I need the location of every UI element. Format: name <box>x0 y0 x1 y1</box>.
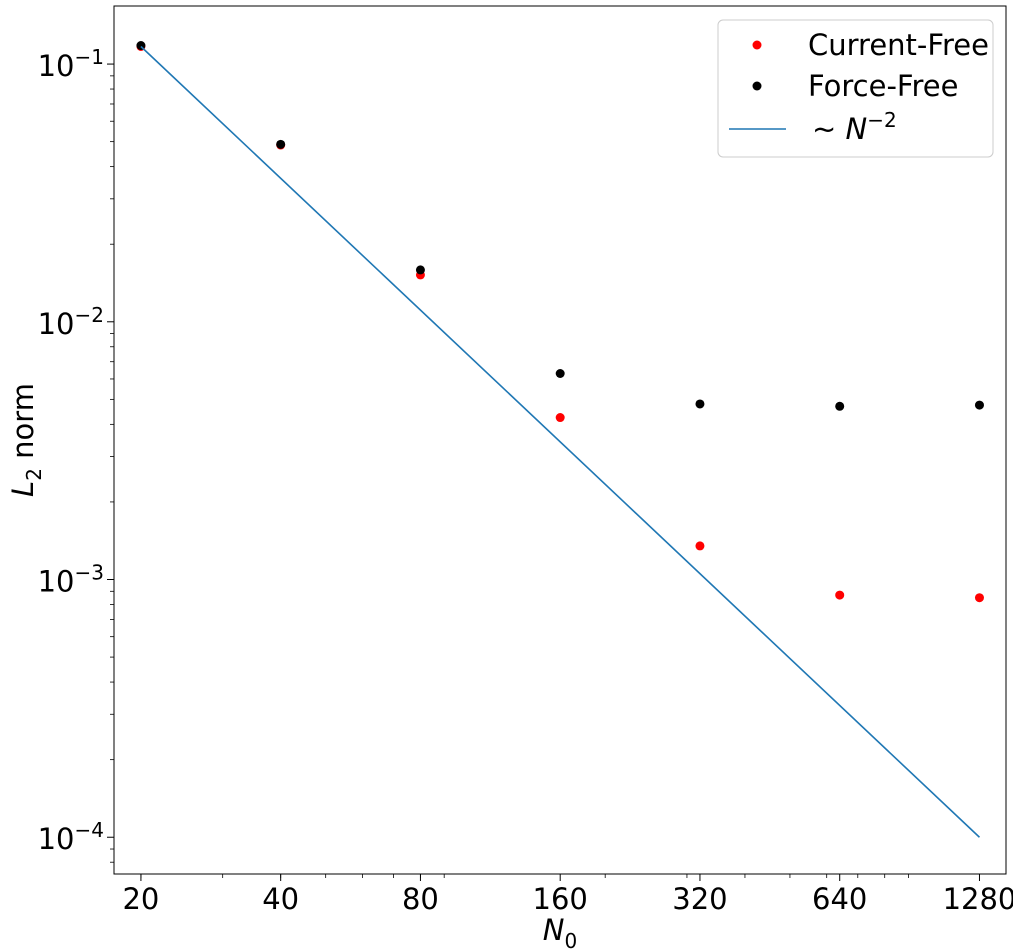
x-tick-label: 20 <box>122 882 159 916</box>
chart-marks <box>136 41 984 838</box>
line-n-minus-2 <box>140 45 981 838</box>
legend-box <box>717 19 994 158</box>
y-axis-label: L2 norm <box>6 383 46 497</box>
point-current-free <box>974 593 984 603</box>
legend-label-current-free: Current-Free <box>808 28 989 62</box>
x-tick-label: 320 <box>672 882 727 916</box>
legend: Current-Free Force-Free ~ N−2 <box>717 19 994 158</box>
legend-label-force-free: Force-Free <box>808 69 958 103</box>
point-force-free <box>835 401 845 411</box>
x-tick-label: 160 <box>533 882 588 916</box>
point-current-free <box>835 590 845 600</box>
point-current-free <box>555 413 565 423</box>
x-tick-label: 640 <box>812 882 867 916</box>
point-force-free <box>415 265 425 275</box>
x-axis-label: N0 <box>543 913 577 952</box>
legend-marker-current-free <box>752 40 762 50</box>
point-force-free <box>276 139 286 149</box>
legend-marker-force-free <box>752 81 762 91</box>
y-tick-label: 10−3 <box>38 561 104 599</box>
point-current-free <box>695 541 705 551</box>
x-tick-label: 1280 <box>943 882 1013 916</box>
y-tick-label: 10−4 <box>38 818 104 856</box>
point-force-free <box>555 369 565 379</box>
y-tick-label: 10−2 <box>38 303 104 341</box>
point-force-free <box>695 399 705 409</box>
x-tick-label: 80 <box>402 882 439 916</box>
x-axis: 20 40 80 160 320 640 1280 <box>122 874 1013 916</box>
y-axis: 10−1 10−2 10−3 10−4 <box>38 45 114 863</box>
point-force-free <box>974 400 984 410</box>
x-tick-label: 40 <box>262 882 299 916</box>
legend-label-n-minus-2: ~ N−2 <box>812 108 897 146</box>
y-tick-label: 10−1 <box>38 45 104 83</box>
